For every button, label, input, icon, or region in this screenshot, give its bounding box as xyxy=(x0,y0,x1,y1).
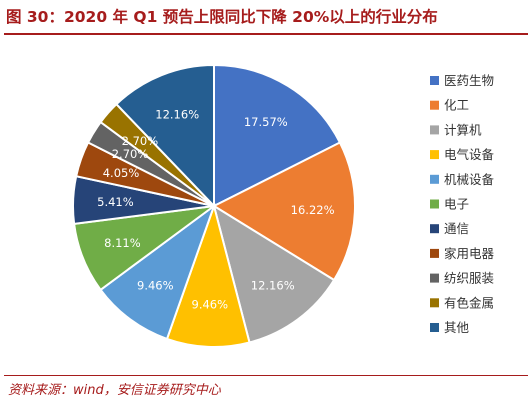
slice-data-label: 12.16% xyxy=(155,107,199,121)
legend-swatch xyxy=(430,248,439,258)
legend-swatch xyxy=(430,150,439,160)
legend-swatch xyxy=(430,100,439,110)
legend-label: 医药生物 xyxy=(444,73,494,88)
slice-data-label: 2.70% xyxy=(122,134,159,148)
pie-slices xyxy=(72,63,356,348)
chart-title: 图 30：2020 年 Q1 预告上限同比下降 20%以上的行业分布 xyxy=(6,8,438,26)
legend-label: 其他 xyxy=(444,320,470,335)
legend-swatch xyxy=(430,298,439,308)
pie-slice xyxy=(165,202,251,348)
legend-swatch xyxy=(430,125,439,135)
legend-swatch xyxy=(430,199,439,209)
source-divider xyxy=(4,375,528,376)
source-note: 资料来源：wind，安信证券研究中心 xyxy=(8,383,221,398)
legend-swatch xyxy=(430,224,439,234)
slice-data-label: 5.41% xyxy=(97,195,134,209)
slice-data-label: 8.11% xyxy=(104,236,141,250)
slice-labels: 17.57% 16.22% 12.16% 9.46% 9.46% 8.11% 5.41% 4.… xyxy=(97,107,334,311)
slice-data-label: 9.46% xyxy=(192,298,229,312)
legend-swatch xyxy=(430,76,439,85)
legend-label: 化工 xyxy=(444,98,469,113)
legend-label: 计算机 xyxy=(444,122,482,137)
legend-swatch xyxy=(430,174,439,184)
pie-slice xyxy=(212,203,336,344)
pie-chart: 17.57% 16.22% 12.16% 9.46% 9.46% 8.11% 5.41% 4.… xyxy=(72,63,495,348)
legend-swatch xyxy=(430,273,439,283)
legend-swatch xyxy=(430,323,439,332)
slice-data-label: 9.46% xyxy=(137,278,174,292)
legend-label: 通信 xyxy=(444,221,469,236)
legend-label: 纺织服装 xyxy=(444,271,494,286)
pie-slice xyxy=(211,141,356,282)
slice-data-label: 2.70% xyxy=(112,147,149,161)
legend-label: 家用电器 xyxy=(444,246,495,261)
legend-label: 有色金属 xyxy=(444,295,494,310)
slice-data-label: 12.16% xyxy=(251,278,295,292)
slice-data-label: 17.57% xyxy=(244,115,288,129)
pie-slice xyxy=(99,203,217,341)
slice-data-label: 16.22% xyxy=(291,203,335,217)
title-divider xyxy=(4,33,528,35)
pie-slice xyxy=(213,63,342,208)
legend-label: 电气设备 xyxy=(444,147,495,162)
legend-label: 电子 xyxy=(444,197,469,212)
pie-slice xyxy=(115,63,215,209)
legend-label: 机械设备 xyxy=(444,172,495,187)
slice-data-label: 4.05% xyxy=(103,166,140,180)
